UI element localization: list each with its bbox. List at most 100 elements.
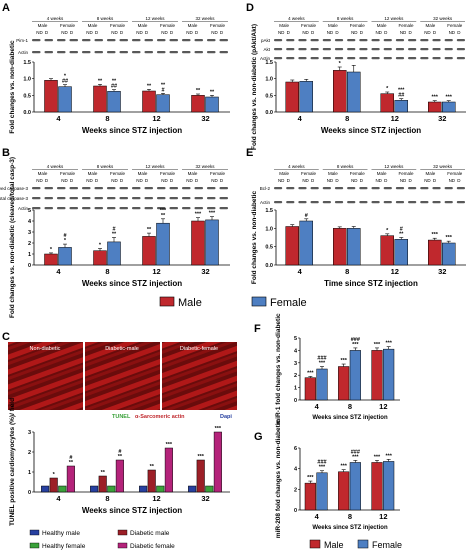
blot-band	[132, 51, 141, 54]
y-tick-label: 2	[28, 450, 31, 456]
y-tick-label: 4	[294, 467, 298, 473]
blot-band	[182, 39, 191, 42]
legend-c-swatch-hf	[29, 542, 40, 549]
blot-band	[383, 48, 392, 51]
blot-d-label: D	[408, 30, 412, 35]
x-axis-title: Weeks since STZ injection	[312, 415, 388, 421]
blot-nd-label: ND	[375, 30, 382, 35]
blot-d-label: D	[384, 30, 388, 35]
legend-c-label-dm: Diabetic male	[130, 530, 170, 537]
blot-band	[408, 39, 417, 42]
blot-sex-label: Male	[279, 23, 289, 28]
blot-nd-label: ND	[36, 178, 43, 183]
significance-label: ***	[446, 95, 453, 101]
blot-band	[347, 187, 356, 190]
bar	[347, 228, 361, 266]
y-axis-title: Fold changes vs. non-diabetic (pAkt/Akt)	[251, 24, 258, 150]
blot-band	[219, 207, 228, 210]
blot-band	[219, 197, 228, 200]
significance-label: *	[50, 247, 53, 253]
bar	[93, 250, 107, 266]
y-tick-label: 1.0	[23, 77, 31, 83]
bar	[333, 70, 347, 113]
blot-band	[82, 51, 91, 54]
blot-d-label: D	[145, 178, 149, 183]
blot-band	[57, 197, 66, 200]
legend-c-label-hf: Healthy female	[42, 543, 86, 550]
bar	[58, 247, 72, 266]
y-axis-title: Fold changes vs. non-diabetic	[251, 191, 258, 285]
y-tick-label: 1.0	[265, 226, 273, 232]
blot-band	[69, 39, 78, 42]
blot-band	[310, 201, 319, 204]
bar	[316, 368, 328, 401]
blot-band	[207, 197, 216, 200]
blot-band	[119, 197, 128, 200]
significance-label: **	[69, 460, 74, 466]
blot-d-label: D	[457, 178, 461, 183]
blot-nd-label: ND	[327, 178, 334, 183]
blot-sex-label: Female	[350, 171, 366, 176]
x-tick-label: 32	[438, 267, 446, 276]
blot-band	[334, 48, 344, 51]
x-tick-label: 4	[56, 114, 61, 123]
significance-label: **	[161, 82, 166, 88]
blot-band	[219, 51, 228, 54]
x-tick-label: 4	[298, 267, 303, 276]
blot-band	[182, 51, 191, 54]
blot-row-label: Actin	[260, 56, 271, 61]
blot-row-label: Cleaved caspase-3	[0, 186, 28, 191]
blot-band	[432, 187, 441, 190]
y-tick-label: 6	[294, 446, 297, 452]
blot-band	[456, 57, 465, 60]
blot-nd-label: ND	[400, 30, 407, 35]
blot-band	[44, 187, 53, 190]
bar	[316, 472, 328, 511]
blot-nd-label: ND	[86, 30, 93, 35]
y-tick-label: 0	[294, 398, 297, 404]
y-tick-label: 3	[28, 230, 31, 236]
blot-d-label: D	[120, 30, 124, 35]
blot-nd-label: ND	[278, 30, 285, 35]
blot-band	[359, 201, 368, 204]
micrograph-diabetic-female	[162, 342, 237, 410]
x-tick-label: 32	[201, 494, 209, 503]
blot-band	[322, 57, 331, 60]
blot-week-label: 4 weeks	[47, 16, 64, 21]
x-axis-title: Weeks since STZ injection	[312, 525, 388, 531]
blot-week-label: 12 weeks	[384, 164, 404, 169]
blot-d-label: D	[311, 30, 315, 35]
blot-band	[157, 51, 166, 54]
bar	[115, 459, 124, 493]
significance-label: **	[98, 78, 103, 84]
blot-band	[274, 201, 283, 204]
blot-band	[169, 197, 178, 200]
legend-main: Male Female	[159, 296, 307, 309]
y-tick-label: 1	[28, 252, 31, 258]
blot-week-label: 12 weeks	[384, 16, 404, 21]
blot-band	[383, 39, 392, 42]
blot-sex-label: Male	[38, 23, 48, 28]
blot-band	[69, 207, 78, 210]
blot-band	[194, 51, 203, 54]
blot-sex-label: Female	[160, 171, 176, 176]
blot-nd-label: ND	[36, 30, 43, 35]
significance-label: #	[161, 87, 164, 93]
x-axis-title: Weeks since STZ injection	[82, 279, 182, 288]
blot-sex-label: Male	[88, 23, 98, 28]
significance-label: ***	[319, 361, 326, 367]
legend-fg: Male Female	[309, 539, 402, 550]
blot-sex-label: Male	[188, 23, 198, 28]
y-axis-title: TUNEL positive cardiomyocytes (%)/ field	[9, 398, 16, 526]
bar	[191, 220, 205, 266]
blot-band	[456, 201, 465, 204]
blot-sex-label: Female	[301, 23, 317, 28]
blot-band	[383, 187, 392, 190]
blot-nd-label: ND	[186, 178, 193, 183]
bar	[299, 81, 313, 113]
blot-band	[310, 57, 319, 60]
blot-band	[334, 201, 344, 204]
blot-nd-label: ND	[449, 30, 456, 35]
